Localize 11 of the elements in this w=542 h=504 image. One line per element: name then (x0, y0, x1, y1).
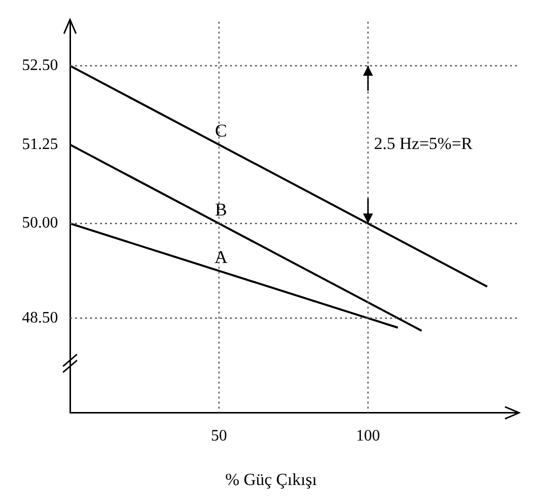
y-tick-label: 50.00 (22, 214, 58, 232)
series-label: C (214, 120, 228, 141)
x-tick-label: 50 (211, 428, 227, 445)
series-label: A (214, 246, 228, 267)
y-tick-label: 51.25 (22, 136, 58, 153)
series-label: B (214, 200, 228, 220)
annotation: 2.5 Hz=5%=R (374, 134, 474, 154)
x-axis-title: % Güç Çıkışı (224, 470, 318, 490)
y-tick-label: 48.50 (22, 309, 58, 326)
x-tick-label: 100 (356, 428, 380, 445)
y-tick-label: 52.50 (22, 56, 58, 74)
